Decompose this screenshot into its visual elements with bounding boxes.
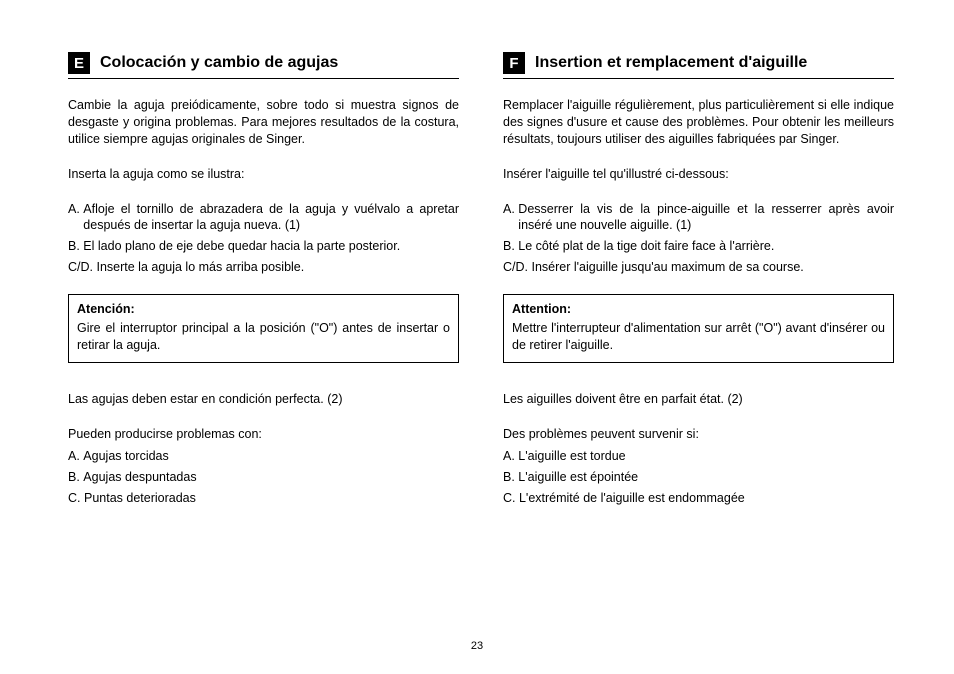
- list-item: A. Desserrer la vis de la pince-aiguille…: [503, 201, 894, 235]
- list-text: Afloje el tornillo de abrazadera de la a…: [83, 201, 459, 235]
- list-label: C/D.: [503, 259, 531, 276]
- list-text: Insérer l'aiguille jusqu'au maximum de s…: [531, 259, 894, 276]
- list-text: L'aiguille est épointée: [518, 469, 894, 486]
- list-text: Agujas torcidas: [83, 448, 459, 465]
- title-f: Insertion et remplacement d'aiguille: [535, 54, 807, 72]
- list-item: B. El lado plano de eje debe quedar haci…: [68, 238, 459, 255]
- list-label: B.: [503, 238, 518, 255]
- problems-f: A. L'aiguille est tordueB. L'aiguille es…: [503, 448, 894, 507]
- list-item: C. Puntas deterioradas: [68, 490, 459, 507]
- steps-f: A. Desserrer la vis de la pince-aiguille…: [503, 201, 894, 277]
- list-label: A.: [503, 201, 518, 235]
- list-text: Le côté plat de la tige doit faire face …: [518, 238, 894, 255]
- attention-box-f: Attention: Mettre l'interrupteur d'alime…: [503, 294, 894, 363]
- list-item: A. Agujas torcidas: [68, 448, 459, 465]
- attention-title-f: Attention:: [512, 301, 885, 318]
- attention-title-e: Atención:: [77, 301, 450, 318]
- column-french: F Insertion et remplacement d'aiguille R…: [503, 52, 894, 674]
- list-label: C.: [68, 490, 84, 507]
- after2-f: Des problèmes peuvent survenir si:: [503, 426, 894, 443]
- list-text: L'aiguille est tordue: [518, 448, 894, 465]
- list-label: A.: [503, 448, 518, 465]
- list-item: A. Afloje el tornillo de abrazadera de l…: [68, 201, 459, 235]
- page-number: 23: [0, 640, 954, 652]
- list-text: El lado plano de eje debe quedar hacia l…: [83, 238, 459, 255]
- attention-text-e: Gire el interruptor principal a la posic…: [77, 320, 450, 354]
- after1-e: Las agujas deben estar en condición perf…: [68, 391, 459, 408]
- title-e: Colocación y cambio de agujas: [100, 54, 338, 72]
- list-item: B. Le côté plat de la tige doit faire fa…: [503, 238, 894, 255]
- column-spanish: E Colocación y cambio de agujas Cambie l…: [68, 52, 459, 674]
- instruction-f: Insérer l'aiguille tel qu'illustré ci-de…: [503, 166, 894, 183]
- intro-f: Remplacer l'aiguille régulièrement, plus…: [503, 97, 894, 148]
- list-label: A.: [68, 201, 83, 235]
- intro-e: Cambie la aguja preiódicamente, sobre to…: [68, 97, 459, 148]
- heading-f: F Insertion et remplacement d'aiguille: [503, 52, 894, 79]
- heading-e: E Colocación y cambio de agujas: [68, 52, 459, 79]
- page: E Colocación y cambio de agujas Cambie l…: [0, 0, 954, 674]
- list-label: B.: [503, 469, 518, 486]
- list-text: Desserrer la vis de la pince-aiguille et…: [518, 201, 894, 235]
- list-item: C/D. Inserte la aguja lo más arriba posi…: [68, 259, 459, 276]
- list-label: A.: [68, 448, 83, 465]
- list-label: C/D.: [68, 259, 96, 276]
- list-item: B. Agujas despuntadas: [68, 469, 459, 486]
- list-text: Agujas despuntadas: [83, 469, 459, 486]
- list-item: C/D. Insérer l'aiguille jusqu'au maximum…: [503, 259, 894, 276]
- after2-e: Pueden producirse problemas con:: [68, 426, 459, 443]
- list-label: B.: [68, 238, 83, 255]
- badge-f: F: [503, 52, 525, 74]
- instruction-e: Inserta la aguja como se ilustra:: [68, 166, 459, 183]
- list-text: L'extrémité de l'aiguille est endommagée: [519, 490, 894, 507]
- steps-e: A. Afloje el tornillo de abrazadera de l…: [68, 201, 459, 277]
- list-label: C.: [503, 490, 519, 507]
- list-item: C. L'extrémité de l'aiguille est endomma…: [503, 490, 894, 507]
- list-text: Puntas deterioradas: [84, 490, 459, 507]
- badge-e: E: [68, 52, 90, 74]
- list-text: Inserte la aguja lo más arriba posible.: [96, 259, 459, 276]
- list-item: B. L'aiguille est épointée: [503, 469, 894, 486]
- after1-f: Les aiguilles doivent être en parfait ét…: [503, 391, 894, 408]
- attention-box-e: Atención: Gire el interruptor principal …: [68, 294, 459, 363]
- attention-text-f: Mettre l'interrupteur d'alimentation sur…: [512, 320, 885, 354]
- list-item: A. L'aiguille est tordue: [503, 448, 894, 465]
- problems-e: A. Agujas torcidasB. Agujas despuntadasC…: [68, 448, 459, 507]
- list-label: B.: [68, 469, 83, 486]
